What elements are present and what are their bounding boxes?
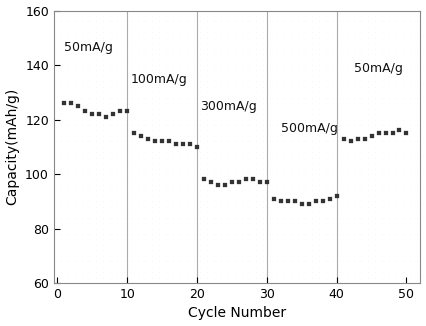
- Text: 300mA/g: 300mA/g: [201, 100, 257, 113]
- Y-axis label: Capacity(mAh/g): Capacity(mAh/g): [6, 88, 20, 205]
- X-axis label: Cycle Number: Cycle Number: [188, 306, 286, 320]
- Text: 500mA/g: 500mA/g: [281, 122, 338, 135]
- Text: 100mA/g: 100mA/g: [131, 73, 187, 86]
- Text: 50mA/g: 50mA/g: [64, 40, 113, 53]
- Text: 50mA/g: 50mA/g: [354, 62, 403, 75]
